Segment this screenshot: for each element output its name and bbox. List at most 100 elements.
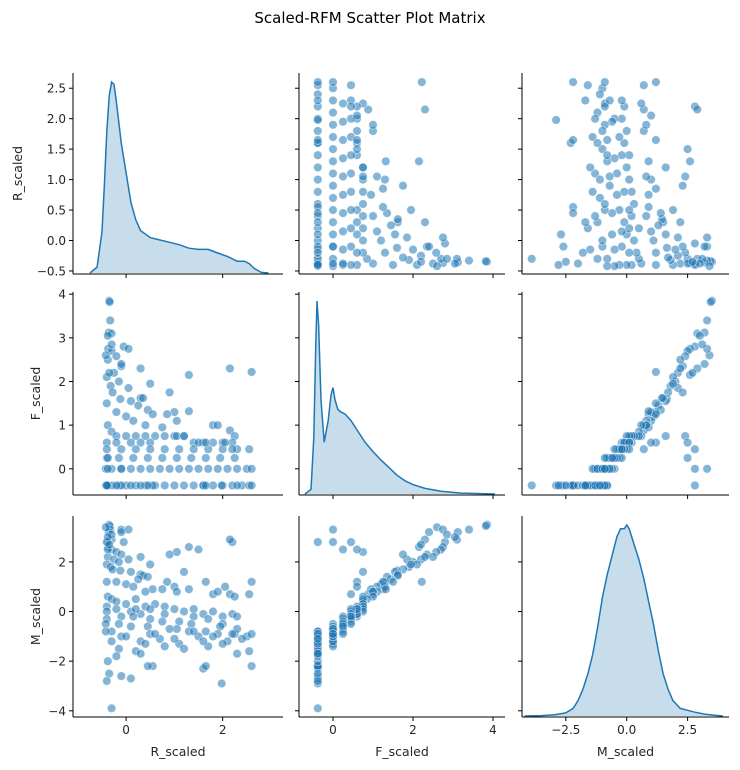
scatter-point bbox=[328, 258, 338, 269]
scatter-point bbox=[140, 639, 151, 649]
scatter-point bbox=[346, 80, 356, 90]
scatter-point bbox=[587, 132, 598, 142]
scatter-point bbox=[338, 135, 348, 145]
scatter-point bbox=[597, 235, 608, 246]
scatter-point bbox=[128, 582, 138, 592]
scatter-point bbox=[438, 232, 448, 243]
scatter-point bbox=[160, 480, 170, 491]
chart-title: Scaled-RFM Scatter Plot Matrix bbox=[254, 9, 485, 27]
scatter-point bbox=[179, 644, 189, 654]
scatter-point bbox=[121, 599, 131, 609]
scatter-point bbox=[346, 168, 356, 179]
scatter-point bbox=[386, 220, 396, 230]
scatter-point bbox=[102, 444, 112, 454]
scatter-point bbox=[670, 244, 681, 255]
scatter-point bbox=[678, 387, 688, 398]
scatter-point bbox=[641, 120, 651, 130]
scatter-point bbox=[145, 444, 155, 454]
scatter-point bbox=[328, 132, 338, 142]
scatter-point bbox=[338, 117, 348, 127]
scatter-point bbox=[641, 171, 651, 182]
scatter-point bbox=[346, 611, 356, 622]
scatter-point bbox=[193, 464, 204, 474]
scatter-point bbox=[128, 453, 138, 463]
scatter-point bbox=[678, 181, 688, 191]
scatter-point bbox=[338, 153, 348, 163]
scatter-point bbox=[585, 162, 595, 173]
scatter-point bbox=[313, 115, 323, 125]
scatter-point bbox=[313, 229, 323, 240]
scatter-point bbox=[172, 416, 182, 426]
scatter-point bbox=[682, 453, 693, 463]
scatter-point bbox=[605, 95, 615, 106]
scatter-point bbox=[246, 577, 257, 587]
scatter-point bbox=[201, 480, 211, 491]
scatter-point bbox=[184, 542, 194, 552]
scatter-point bbox=[393, 214, 403, 224]
scatter-point bbox=[605, 171, 615, 182]
scatter-point bbox=[203, 614, 213, 624]
scatter-point bbox=[695, 331, 705, 341]
scatter-point bbox=[346, 101, 356, 112]
y-axis-label-M_scaled: M_scaled bbox=[28, 588, 43, 645]
scatter-point bbox=[208, 631, 218, 642]
scatter-point bbox=[617, 226, 627, 237]
scatter-point bbox=[157, 584, 167, 594]
scatter-point bbox=[600, 77, 610, 87]
scatter-point bbox=[358, 187, 368, 197]
scatter-point bbox=[381, 584, 391, 594]
scatter-point bbox=[617, 444, 627, 454]
scatter-point bbox=[432, 261, 442, 271]
scatter-point bbox=[218, 639, 228, 649]
y-tick-label: 2 bbox=[58, 375, 66, 389]
scatter-point bbox=[164, 624, 175, 634]
scatter-point bbox=[414, 156, 424, 166]
scatter-point bbox=[442, 254, 452, 264]
scatter-point bbox=[123, 524, 134, 535]
scatter-point bbox=[150, 431, 160, 441]
scatter-point bbox=[179, 606, 189, 617]
scatter-point bbox=[346, 223, 356, 233]
scatter-point bbox=[230, 453, 240, 463]
scatter-point bbox=[313, 248, 323, 258]
scatter-point bbox=[133, 400, 143, 411]
scatter-point bbox=[184, 370, 194, 380]
scatter-point bbox=[232, 480, 242, 491]
scatter-point bbox=[111, 604, 122, 614]
panel-R_scaled-vs-F_scaled bbox=[295, 73, 505, 278]
scatter-point bbox=[417, 77, 427, 87]
scatter-point bbox=[174, 444, 184, 454]
scatter-point bbox=[690, 480, 700, 491]
scatter-point bbox=[346, 260, 356, 270]
scatter-point bbox=[602, 261, 612, 271]
scatter-point bbox=[217, 678, 227, 689]
scatter-point bbox=[699, 359, 710, 369]
scatter-point bbox=[578, 248, 588, 258]
scatter-point bbox=[682, 437, 693, 448]
scatter-point bbox=[346, 205, 356, 215]
scatter-point bbox=[227, 444, 237, 454]
scatter-point bbox=[220, 582, 230, 592]
scatter-point bbox=[184, 406, 194, 416]
scatter-point bbox=[568, 77, 578, 87]
scatter-point bbox=[590, 114, 600, 124]
scatter-point bbox=[352, 126, 362, 136]
scatter-point bbox=[595, 193, 605, 203]
scatter-point bbox=[313, 260, 323, 270]
scatter-point bbox=[639, 80, 649, 90]
scatter-point bbox=[313, 187, 323, 197]
scatter-point bbox=[651, 77, 661, 87]
scatter-point bbox=[119, 537, 129, 547]
y-tick-label: 4 bbox=[58, 288, 66, 302]
scatter-point bbox=[368, 211, 378, 221]
scatter-point bbox=[105, 315, 115, 326]
scatter-point bbox=[126, 621, 136, 632]
scatter-point bbox=[145, 559, 155, 570]
scatter-point bbox=[201, 453, 211, 463]
scatter-point bbox=[417, 577, 427, 587]
scatter-point bbox=[346, 537, 356, 547]
x-axis-label-R_scaled: R_scaled bbox=[150, 744, 205, 759]
y-tick-label: 2.0 bbox=[47, 112, 66, 126]
panel-R_scaled-vs-M_scaled bbox=[518, 73, 729, 278]
